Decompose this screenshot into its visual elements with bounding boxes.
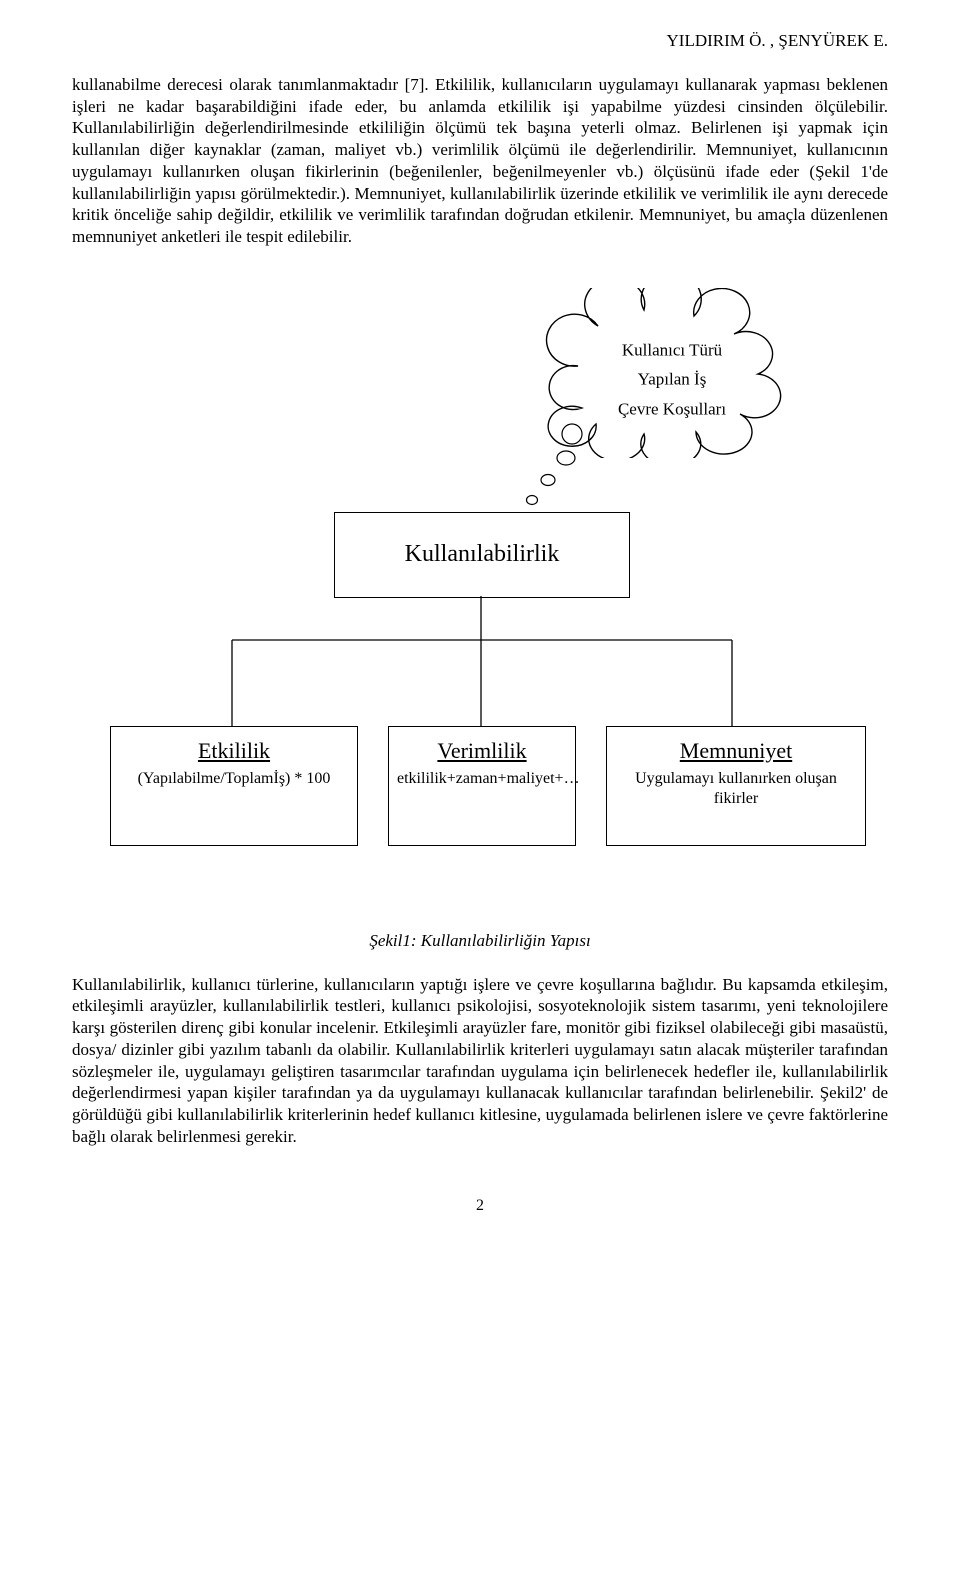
child-sub: Uygulamayı kullanırken oluşan fikirler bbox=[615, 769, 857, 809]
child-box-etkililik: Etkililik (Yapılabilme/Toplamİş) * 100 bbox=[110, 726, 358, 846]
cloud-text: Kullanıcı Türü Yapılan İş Çevre Koşullar… bbox=[618, 335, 726, 424]
figure-1-caption: Şekil1: Kullanılabilirliğin Yapısı bbox=[72, 930, 888, 952]
child-box-verimlilik: Verimlilik etkililik+zaman+maliyet+… bbox=[388, 726, 576, 846]
cloud-node: Kullanıcı Türü Yapılan İş Çevre Koşullar… bbox=[542, 288, 802, 458]
cloud-line-3: Çevre Koşulları bbox=[618, 394, 726, 424]
child-title: Memnuniyet bbox=[615, 737, 857, 765]
child-sub: etkililik+zaman+maliyet+… bbox=[397, 769, 567, 789]
child-sub: (Yapılabilme/Toplamİş) * 100 bbox=[119, 769, 349, 789]
header-authors: YILDIRIM Ö. , ŞENYÜREK E. bbox=[72, 30, 888, 52]
child-title: Etkililik bbox=[119, 737, 349, 765]
paragraph-2: Kullanılabilirlik, kullanıcı türlerine, … bbox=[72, 974, 888, 1148]
page-number: 2 bbox=[72, 1196, 888, 1216]
cloud-line-1: Kullanıcı Türü bbox=[618, 335, 726, 365]
paragraph-1: kullanabilme derecesi olarak tanımlanmak… bbox=[72, 74, 888, 248]
main-box-kullanilabilirlik: Kullanılabilirlik bbox=[334, 512, 630, 598]
cloud-line-2: Yapılan İş bbox=[618, 365, 726, 395]
figure-1-diagram: Kullanıcı Türü Yapılan İş Çevre Koşullar… bbox=[72, 272, 888, 912]
child-box-memnuniyet: Memnuniyet Uygulamayı kullanırken oluşan… bbox=[606, 726, 866, 846]
child-title: Verimlilik bbox=[397, 737, 567, 765]
connectors bbox=[72, 596, 888, 726]
main-box-label: Kullanılabilirlik bbox=[405, 539, 560, 570]
